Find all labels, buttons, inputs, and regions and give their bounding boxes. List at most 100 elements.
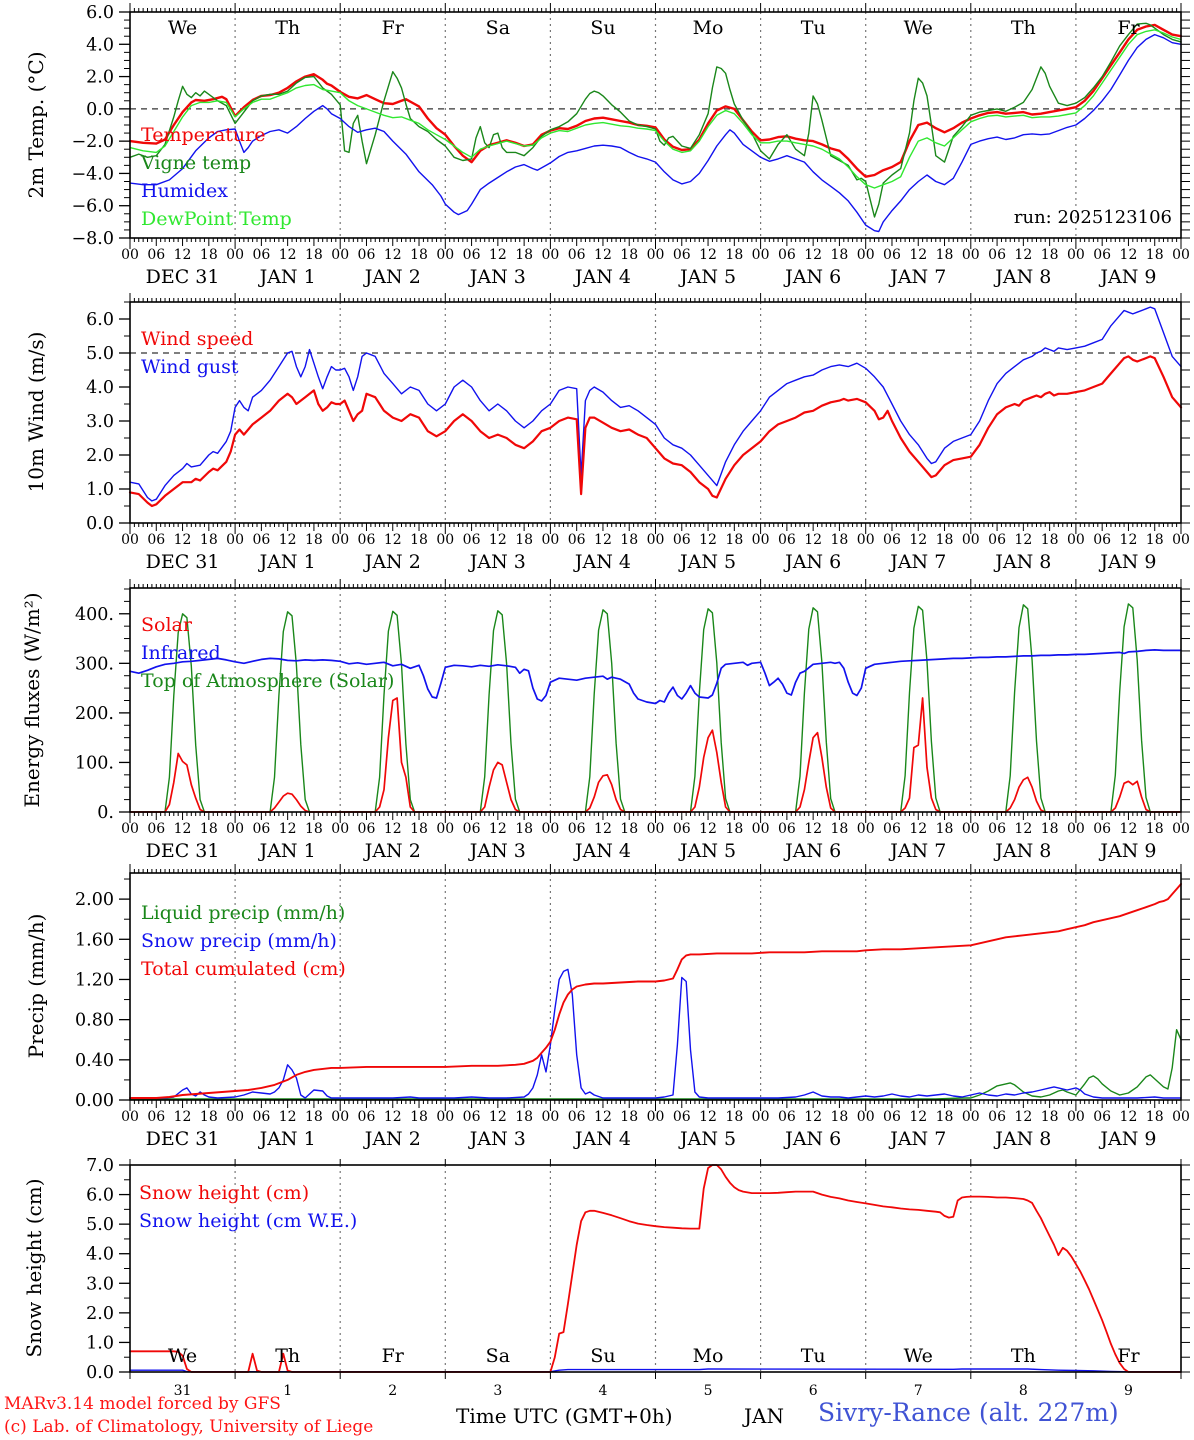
svg-text:00: 00 — [962, 532, 980, 548]
svg-text:9: 9 — [1124, 1383, 1133, 1399]
svg-text:06: 06 — [988, 821, 1006, 837]
svg-text:18: 18 — [515, 532, 533, 548]
svg-text:JAN 8: JAN 8 — [993, 266, 1051, 288]
svg-text:JAN 3: JAN 3 — [468, 1128, 526, 1150]
svg-text:12: 12 — [174, 532, 192, 548]
svg-text:12: 12 — [594, 1109, 612, 1125]
svg-text:12: 12 — [279, 247, 297, 263]
svg-text:18: 18 — [1041, 247, 1059, 263]
svg-text:18: 18 — [515, 821, 533, 837]
svg-text:00: 00 — [962, 1109, 980, 1125]
svg-text:12: 12 — [1014, 532, 1032, 548]
svg-text:Su: Su — [590, 17, 615, 39]
legend-liquid-precip: Liquid precip (mm/h) — [141, 902, 346, 924]
svg-text:18: 18 — [620, 1109, 638, 1125]
svg-text:12: 12 — [699, 247, 717, 263]
legend-temperature: Temperature — [141, 124, 266, 146]
svg-text:12: 12 — [1014, 821, 1032, 837]
svg-text:06: 06 — [358, 247, 376, 263]
svg-text:18: 18 — [410, 532, 428, 548]
svg-text:DEC 31: DEC 31 — [146, 551, 220, 573]
svg-text:06: 06 — [988, 247, 1006, 263]
svg-text:JAN 5: JAN 5 — [678, 840, 736, 862]
series-infrared — [129, 649, 1182, 705]
svg-text:Mo: Mo — [693, 1345, 724, 1367]
svg-text:2.0: 2.0 — [86, 1304, 114, 1324]
svg-text:31: 31 — [174, 1383, 192, 1399]
svg-text:00: 00 — [121, 821, 139, 837]
svg-text:06: 06 — [673, 1109, 691, 1125]
svg-text:4: 4 — [598, 1383, 607, 1399]
svg-text:12: 12 — [489, 532, 507, 548]
svg-text:00: 00 — [121, 247, 139, 263]
svg-text:06: 06 — [252, 821, 270, 837]
svg-text:100.: 100. — [75, 753, 114, 773]
svg-text:18: 18 — [831, 821, 849, 837]
svg-text:We: We — [904, 1345, 933, 1367]
run-label: run: 2025123106 — [1013, 207, 1172, 228]
svg-text:18: 18 — [936, 1109, 954, 1125]
svg-text:Mo: Mo — [693, 17, 724, 39]
svg-text:0.40: 0.40 — [75, 1051, 114, 1071]
legend-snow-precip: Snow precip (mm/h) — [141, 930, 337, 952]
svg-text:00: 00 — [647, 532, 665, 548]
station-label: Sivry-Rance (alt. 227m) — [818, 1398, 1119, 1427]
svg-text:00: 00 — [1067, 821, 1085, 837]
svg-text:00: 00 — [226, 247, 244, 263]
legend-toa: Top of Atmosphere (Solar) — [141, 670, 395, 692]
series-wind-gust — [129, 306, 1182, 502]
svg-text:0.: 0. — [97, 803, 114, 823]
lab-credit: (c) Lab. of Climatology, University of L… — [4, 1417, 374, 1437]
svg-text:06: 06 — [463, 1109, 481, 1125]
svg-text:06: 06 — [778, 247, 796, 263]
svg-text:06: 06 — [673, 532, 691, 548]
svg-text:18: 18 — [831, 1109, 849, 1125]
svg-text:06: 06 — [568, 1109, 586, 1125]
svg-text:200.: 200. — [75, 704, 114, 724]
svg-text:00: 00 — [541, 532, 559, 548]
svg-text:00: 00 — [121, 532, 139, 548]
svg-text:00: 00 — [962, 821, 980, 837]
svg-text:Fr: Fr — [1117, 17, 1140, 39]
svg-text:18: 18 — [831, 247, 849, 263]
svg-text:12: 12 — [174, 247, 192, 263]
svg-text:12: 12 — [384, 247, 402, 263]
time-axis-caption: Time UTC (GMT+0h) — [456, 1404, 673, 1428]
svg-text:12: 12 — [174, 821, 192, 837]
svg-text:06: 06 — [673, 247, 691, 263]
svg-text:JAN 8: JAN 8 — [993, 840, 1051, 862]
svg-text:18: 18 — [410, 247, 428, 263]
svg-text:06: 06 — [358, 532, 376, 548]
y-axis-title-wind: 10m Wind (m/s) — [24, 331, 48, 493]
svg-text:06: 06 — [463, 247, 481, 263]
svg-text:12: 12 — [804, 821, 822, 837]
svg-text:5: 5 — [704, 1383, 713, 1399]
legend-vigne-temp: Vigne temp — [141, 152, 252, 174]
svg-text:−2.0: −2.0 — [72, 132, 115, 152]
svg-text:We: We — [168, 17, 197, 39]
svg-text:12: 12 — [174, 1109, 192, 1125]
svg-text:00: 00 — [1172, 247, 1190, 263]
svg-text:JAN 7: JAN 7 — [888, 1128, 946, 1150]
svg-text:2.00: 2.00 — [75, 890, 114, 910]
svg-text:00: 00 — [1172, 1109, 1190, 1125]
svg-text:We: We — [904, 17, 933, 39]
svg-text:JAN 8: JAN 8 — [993, 551, 1051, 573]
series-temperature — [128, 23, 1183, 178]
legend-wind-speed: Wind speed — [141, 328, 254, 350]
svg-text:00: 00 — [1067, 1109, 1085, 1125]
svg-text:00: 00 — [541, 1109, 559, 1125]
svg-text:06: 06 — [778, 532, 796, 548]
svg-text:12: 12 — [1120, 1109, 1138, 1125]
svg-text:JAN 2: JAN 2 — [363, 1128, 421, 1150]
series-liquid-precip — [129, 1028, 1182, 1100]
svg-text:06: 06 — [1093, 1109, 1111, 1125]
svg-text:00: 00 — [962, 247, 980, 263]
svg-text:12: 12 — [699, 1109, 717, 1125]
svg-text:00: 00 — [541, 821, 559, 837]
svg-text:18: 18 — [1041, 1109, 1059, 1125]
svg-text:18: 18 — [200, 821, 218, 837]
svg-text:DEC 31: DEC 31 — [146, 840, 220, 862]
svg-text:00: 00 — [752, 532, 770, 548]
svg-text:8: 8 — [1019, 1383, 1028, 1399]
